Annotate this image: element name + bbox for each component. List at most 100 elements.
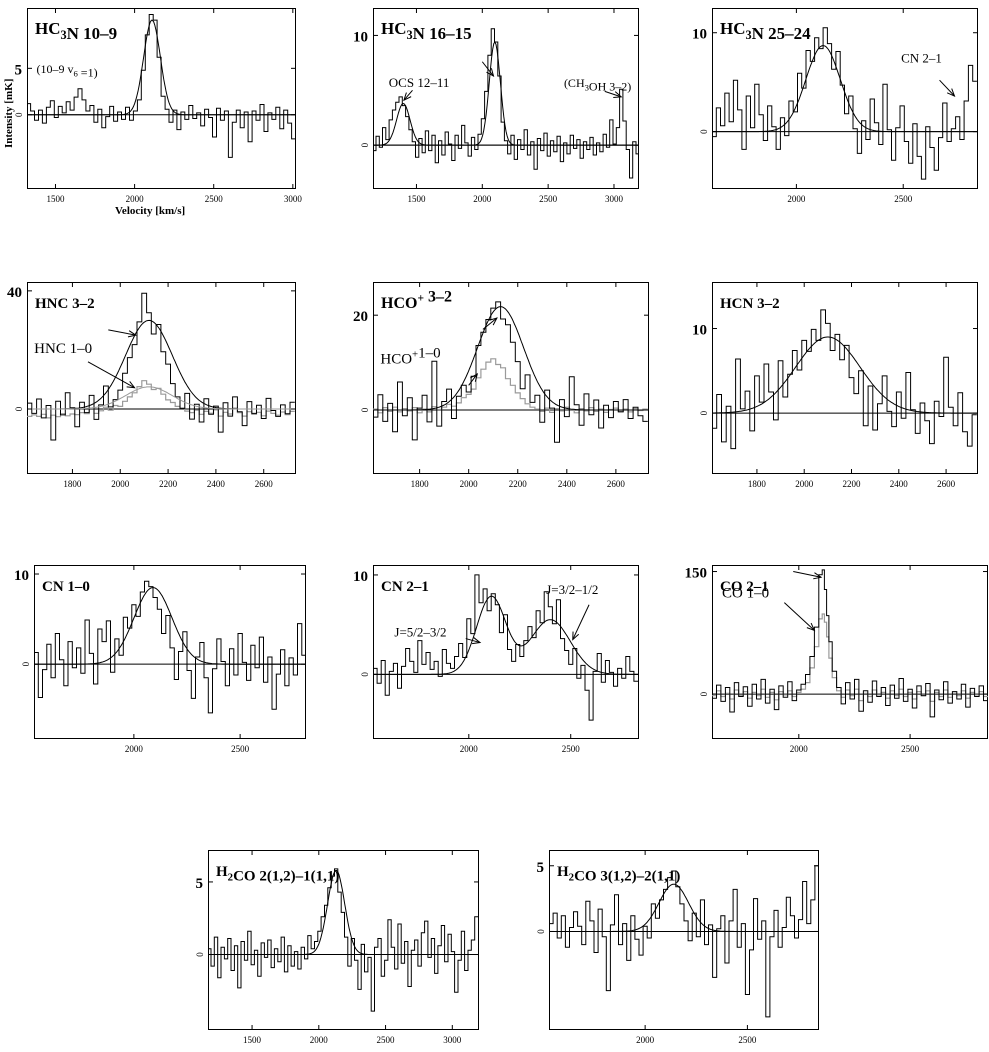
gaussian-fit xyxy=(27,319,296,410)
x-tick-label: 2500 xyxy=(562,744,581,754)
plot-frame xyxy=(373,565,639,739)
x-tick-label: 2200 xyxy=(843,479,862,489)
x-tick-label: 2000 xyxy=(460,744,479,754)
line-annotation: J=3/2–1/2 xyxy=(546,582,598,597)
y-tick-label: 0 xyxy=(360,407,370,412)
arrow-head xyxy=(127,330,138,338)
x-tick-label: 2500 xyxy=(231,744,250,754)
plot-frame xyxy=(549,850,819,1030)
arrow-head xyxy=(613,91,623,98)
plot-frame xyxy=(208,850,479,1030)
spectrum-panel: 2000 2500 0 10 HC3N 25–24 CN 2–1 xyxy=(692,8,978,204)
spectrum-panel: 1500 2000 2500 3000 0 10 HC3N 16–15 OCS 12–11 (C… xyxy=(353,8,639,204)
annotation-arrow xyxy=(939,79,955,97)
gaussian-fit xyxy=(549,883,819,932)
arrow-head xyxy=(472,637,482,645)
line-annotation: J=5/2–3/2 xyxy=(394,625,446,640)
x-tick-label: 2500 xyxy=(894,194,913,204)
x-tick-label: 2000 xyxy=(125,744,144,754)
panel-title: HC3N 25–24 xyxy=(720,19,811,43)
y-tick-label: 0 xyxy=(14,112,24,117)
line-annotation: OCS 12–11 xyxy=(389,75,450,90)
arrow-head xyxy=(403,92,412,102)
secondary-spectrum xyxy=(27,380,295,419)
arrow-head xyxy=(126,381,136,389)
x-tick-label: 2500 xyxy=(901,744,920,754)
spectrum-histogram xyxy=(27,292,295,441)
y-tick-label: 10 xyxy=(692,27,707,43)
gaussian-fit-secondary xyxy=(373,102,639,146)
x-tick-label: 3000 xyxy=(605,194,624,204)
gaussian-fit-gray xyxy=(27,386,296,410)
arrow-head xyxy=(572,631,580,641)
spectrum-histogram xyxy=(208,868,478,1012)
arrow-head xyxy=(946,88,956,97)
x-tick-label: 2000 xyxy=(636,1035,655,1045)
spectrum-histogram xyxy=(549,865,819,1018)
y-tick-label: 5 xyxy=(196,876,204,892)
spectrum-panel: 2000 2500 0 10 CN 2–1 J=5/2–3/2 J=3/2–1/2 xyxy=(353,565,639,754)
y-tick-label: 0 xyxy=(699,129,709,134)
x-tick-label: 1800 xyxy=(748,479,767,489)
line-annotation: HNC 1–0 xyxy=(34,341,92,357)
y-tick-label: 5 xyxy=(15,62,23,78)
x-tick-label: 2500 xyxy=(205,194,224,204)
annotation-arrow xyxy=(783,602,815,631)
x-tick-label: 2600 xyxy=(607,479,626,489)
plot-frame xyxy=(373,282,649,474)
x-tick-label: 2200 xyxy=(159,479,178,489)
y-tick-label: 0 xyxy=(360,672,370,677)
x-tick-label: 2600 xyxy=(937,479,956,489)
annotation-arrow xyxy=(108,329,136,336)
gaussian-fit xyxy=(34,586,306,665)
gaussian-fit xyxy=(712,336,978,414)
x-tick-label: 2000 xyxy=(126,194,145,204)
gaussian-fit xyxy=(712,45,978,133)
y-tick-label: 10 xyxy=(353,29,368,45)
x-tick-label: 3000 xyxy=(443,1035,462,1045)
x-tick-label: 2000 xyxy=(460,479,479,489)
spectrum-histogram xyxy=(373,574,638,721)
gaussian-fit xyxy=(27,19,296,116)
x-tick-label: 2000 xyxy=(310,1035,329,1045)
line-annotation: (CH3OH 3–2) xyxy=(564,76,631,94)
x-tick-label: 2000 xyxy=(473,194,492,204)
annotation-arrow xyxy=(482,317,498,330)
line-annotation: CO 1–0 xyxy=(722,586,769,602)
arrow-head xyxy=(806,622,816,632)
spectrum-panel: 1500 2000 2500 3000 0 5 H2CO 2(1,2)–1(1,1) xyxy=(195,850,479,1045)
y-tick-label: 150 xyxy=(685,566,708,582)
x-tick-label: 2000 xyxy=(787,194,806,204)
panel-title: CO 2–1 xyxy=(720,579,769,595)
x-tick-label: 1800 xyxy=(63,479,82,489)
y-tick-label: 0 xyxy=(699,691,709,696)
panel-title: H2CO 2(1,2)–1(1,1) xyxy=(216,864,339,885)
x-tick-label: 1500 xyxy=(46,194,65,204)
y-tick-label: 20 xyxy=(353,309,368,325)
plot-frame xyxy=(27,8,296,189)
spectrum-histogram xyxy=(373,301,648,443)
arrow-head xyxy=(813,572,823,580)
spectrum-histogram xyxy=(712,27,977,180)
gaussian-fit xyxy=(208,870,479,955)
spectrum-histogram xyxy=(712,309,977,450)
spectrum-histogram xyxy=(712,569,988,718)
y-tick-label: 0 xyxy=(699,410,709,415)
annotation-arrow xyxy=(793,571,822,578)
gaussian-fit xyxy=(373,595,639,675)
panel-title: HCO+ 3–2 xyxy=(381,289,452,312)
x-tick-label: 2000 xyxy=(795,479,814,489)
y-tick-label: 10 xyxy=(692,323,707,339)
y-tick-label: 0 xyxy=(14,406,24,411)
panel-title: HC3N 10–9 xyxy=(35,19,117,43)
y-tick-label: 40 xyxy=(7,285,22,301)
x-tick-label: 2600 xyxy=(255,479,274,489)
x-tick-label: 2500 xyxy=(738,1035,757,1045)
spectrum-panel: 1800 2000 2200 2400 2600 0 40 HNC 3–2 HNC 1–0 xyxy=(7,282,296,489)
x-tick-label: 2400 xyxy=(558,479,577,489)
spectrum-panel: 1800 2000 2200 2400 2600 0 20 HCO+ 3–2 HCO+1–0 xyxy=(353,282,649,489)
spectrum-panel: 1500 2000 2500 3000 0 5 HC3N 10–9 (10–9 v6 =1) xyxy=(14,8,302,204)
y-tick-label: 0 xyxy=(360,142,370,147)
plot-frame xyxy=(712,565,988,739)
y-tick-label: 0 xyxy=(536,929,546,934)
